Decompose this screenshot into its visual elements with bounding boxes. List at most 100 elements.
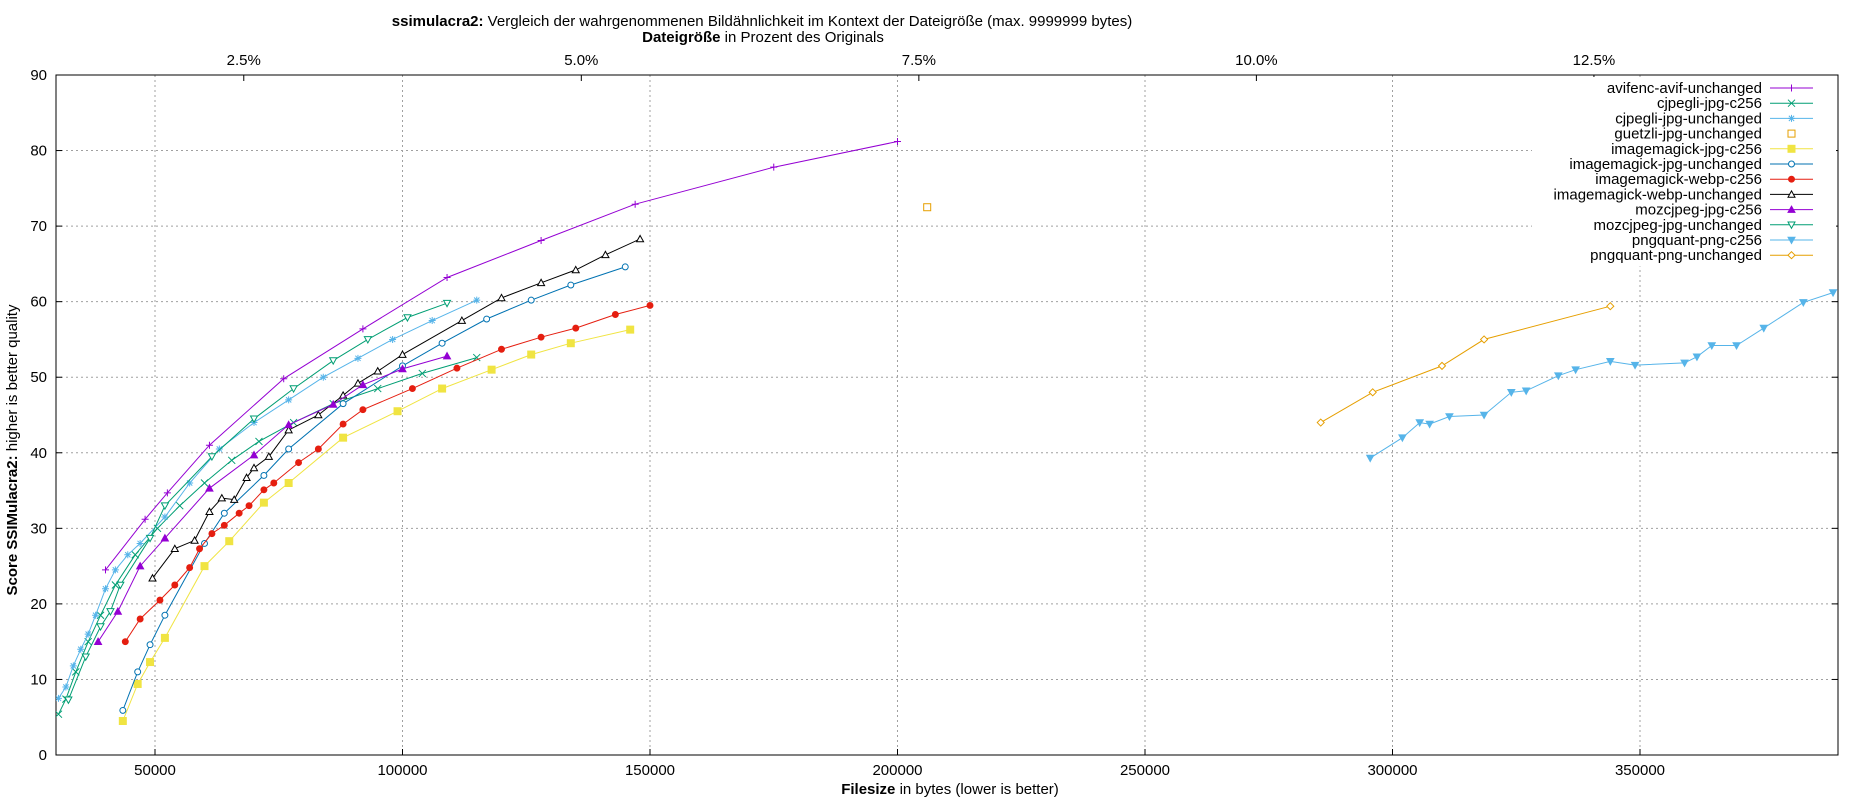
legend-label: mozcjpeg-jpg-unchanged <box>1594 217 1762 234</box>
series-pngquant-png-unchanged <box>1316 301 1615 427</box>
data-point <box>314 445 322 453</box>
data-point <box>136 539 144 547</box>
data-point <box>571 265 581 274</box>
data-point <box>84 630 92 638</box>
data-point <box>259 498 268 507</box>
data-point <box>1521 387 1531 396</box>
data-point <box>408 385 416 393</box>
series-line <box>58 299 478 699</box>
data-point <box>646 301 654 309</box>
legend-entry: mozcjpeg-jpg-unchanged <box>1594 217 1813 234</box>
series-line <box>58 357 477 715</box>
data-point <box>227 456 236 465</box>
data-point <box>186 564 194 572</box>
data-point <box>62 683 70 691</box>
data-point <box>113 606 123 615</box>
y-tick-label: 80 <box>30 143 47 160</box>
data-point <box>161 611 169 619</box>
data-point <box>205 483 214 492</box>
series-layer <box>56 137 1838 725</box>
data-point <box>443 273 451 281</box>
data-point <box>621 263 629 271</box>
data-point <box>141 515 149 523</box>
data-point <box>208 530 216 538</box>
data-point <box>487 365 496 374</box>
data-point <box>111 566 119 574</box>
data-point <box>124 551 132 559</box>
data-point <box>1759 324 1769 333</box>
series-avifenc-avif-unchanged <box>102 137 901 574</box>
data-point <box>116 581 125 590</box>
data-point <box>1680 359 1689 368</box>
data-point <box>285 396 293 404</box>
data-point <box>1365 454 1375 463</box>
data-point <box>770 163 778 171</box>
data-point <box>1787 236 1796 245</box>
series-line <box>1320 305 1611 424</box>
legend-entry: pngquant-png-unchanged <box>1590 247 1813 264</box>
data-point <box>1788 114 1795 122</box>
top-axis-label-rest: in Prozent des Originals <box>720 29 883 46</box>
data-point <box>161 513 169 521</box>
data-point <box>229 495 239 503</box>
data-point <box>572 324 580 332</box>
series-imagemagick-jpg-unchanged <box>119 263 629 714</box>
data-point <box>1788 84 1795 92</box>
y-tick-label: 0 <box>39 747 47 764</box>
data-point <box>389 335 397 343</box>
axes: 0 10 20 30 40 50 60 70 80 90 50000 100000 150000 2000… <box>30 52 1839 779</box>
chart-title-bold: ssimulacra2: <box>392 13 484 30</box>
legend-label: imagemagick-jpg-c256 <box>1611 141 1762 158</box>
series-line <box>122 329 631 722</box>
data-point <box>601 250 610 259</box>
data-point <box>1425 420 1434 429</box>
x2-tick-label: 5.0% <box>564 52 598 69</box>
x2-tick-label: 7.5% <box>902 52 936 69</box>
data-point <box>134 668 142 676</box>
data-point <box>438 384 447 393</box>
data-point <box>235 509 243 517</box>
top-axis-label: Dateigröße in Prozent des Originals <box>642 29 884 46</box>
series-imagemagick-webp-c256 <box>121 301 654 646</box>
data-point <box>175 501 184 510</box>
data-point <box>284 479 293 487</box>
series-pngquant-png-c256 <box>1365 289 1838 463</box>
data-point <box>146 641 154 649</box>
x-axis-label: Filesize in bytes (lower is better) <box>841 781 1059 798</box>
data-point <box>106 608 115 616</box>
data-point <box>217 493 227 502</box>
x2-tick-label: 12.5% <box>1573 52 1616 69</box>
x-tick-label: 300000 <box>1367 762 1417 779</box>
data-point <box>1479 411 1489 420</box>
legend-entry: cjpegli-jpg-c256 <box>1657 95 1813 112</box>
x-axis-label-rest: in bytes (lower is better) <box>895 781 1058 798</box>
data-point <box>1630 361 1640 370</box>
legend-entry: pngquant-png-c256 <box>1632 232 1813 249</box>
data-point <box>260 471 268 479</box>
legend-background <box>1532 77 1836 267</box>
data-point <box>215 445 223 453</box>
data-point <box>1316 418 1325 427</box>
data-point <box>56 710 63 719</box>
data-point <box>483 315 491 323</box>
data-point <box>284 425 293 434</box>
legend-label: cjpegli-jpg-unchanged <box>1615 110 1762 127</box>
data-point <box>457 316 467 324</box>
data-point <box>186 479 194 487</box>
legend-label: cjpegli-jpg-c256 <box>1657 95 1762 112</box>
legend-entry: imagemagick-jpg-c256 <box>1611 141 1813 158</box>
legend-entry: imagemagick-webp-unchanged <box>1554 186 1813 203</box>
data-point <box>200 479 209 487</box>
data-point <box>295 459 303 467</box>
data-point <box>220 509 228 517</box>
data-point <box>1732 342 1741 351</box>
data-point <box>1692 353 1702 362</box>
data-point <box>200 562 209 571</box>
data-point <box>207 453 217 462</box>
legend-label: pngquant-png-unchanged <box>1590 247 1762 264</box>
series-guetzli-jpg-unchanged <box>923 203 932 212</box>
data-point <box>220 521 228 529</box>
data-point <box>626 325 635 334</box>
plot-border <box>55 74 1839 756</box>
data-point <box>102 566 109 574</box>
